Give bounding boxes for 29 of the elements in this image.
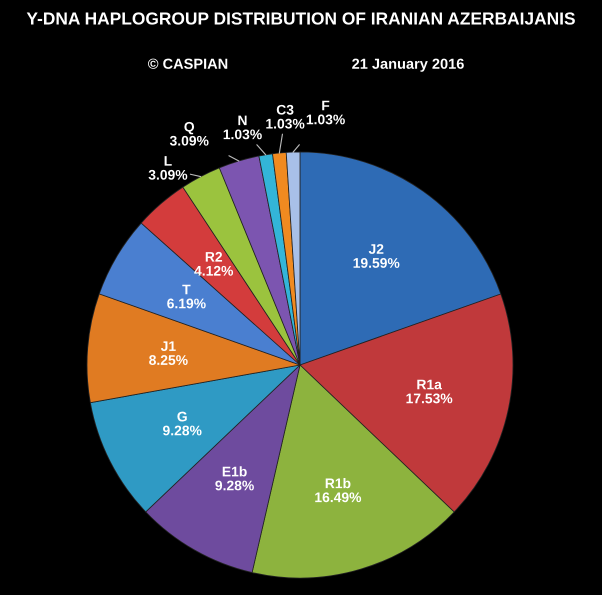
data-label: 1.03%	[224, 129, 262, 140]
data-label: 16.49%	[315, 492, 362, 502]
data-label: 1.03%	[266, 118, 304, 129]
slice-label: Q	[184, 122, 194, 134]
data-label: 1.03%	[306, 114, 345, 124]
slice-label: F	[322, 100, 330, 110]
text: © CASPIAN	[148, 58, 228, 69]
slice-label: T	[182, 284, 190, 294]
data-label: 9.28%	[215, 480, 254, 490]
data-label: 8.25%	[149, 355, 188, 365]
slice-label: R1b	[326, 478, 350, 488]
data-label: 9.28%	[163, 426, 202, 436]
slice-label: J1	[160, 341, 176, 352]
slice-label: R1a	[417, 380, 442, 390]
chart-title: Y-DNA HAPLOGROUP DISTRIBUTION OF IRANIAN AZERBAIJANIS	[26, 12, 575, 25]
slice-label: C3	[276, 104, 294, 115]
slice-label: L	[164, 156, 172, 166]
slice-label: E1b	[222, 466, 247, 476]
slice-label: N	[238, 116, 247, 126]
text: 21 January 2016	[352, 58, 464, 72]
data-label: 4.12%	[194, 266, 234, 276]
slice-label: G	[177, 412, 187, 422]
data-label: 3.09%	[170, 136, 209, 146]
slice-label: J2	[368, 244, 384, 254]
data-label: 3.09%	[148, 170, 188, 180]
slice-label: R2	[206, 252, 222, 262]
data-label: 19.59%	[354, 258, 400, 268]
data-label: 6.19%	[167, 298, 206, 308]
data-label: 17.53%	[406, 394, 452, 404]
